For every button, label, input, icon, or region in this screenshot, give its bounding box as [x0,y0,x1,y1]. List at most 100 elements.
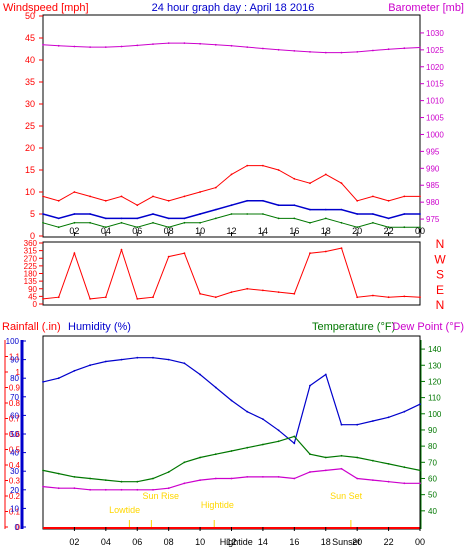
gust-point [403,195,406,198]
gust-point [199,191,202,193]
temperature-point [277,440,280,443]
wind-tick-label: 10 [25,187,35,197]
barometer-point [167,42,170,44]
temperature-point [120,480,123,483]
dewpoint-point [136,488,139,491]
gust-point [419,195,421,198]
gust-point [42,195,44,198]
temperature-point [42,469,44,472]
gust-point [324,173,327,176]
temperature-point [104,479,107,481]
barometer-point [73,45,76,48]
rain-tick-label: 0.2 [9,492,21,501]
wind-x-tick-label: 10 [195,226,205,236]
rain-x-ticks: 02 04 06 08 10 12 14 16 18 20 22 00 Hightide Sunset [69,527,425,547]
rain-ticks: 0 0.1 0.2 0.3 0.4 0.5 0.6 0.7 0.8 0.9 1 1.1 [5,353,21,532]
humidity-tick-label: 60 [10,411,19,420]
humidity-tick-label: 80 [10,374,19,383]
temperature-tick-label: 70 [428,458,437,467]
humidity-tick-label: 30 [10,467,19,476]
temperature-point [419,469,421,472]
average-point [183,217,186,220]
wind-x-tick-label: 14 [258,226,268,236]
wind-panel-frame [42,14,421,238]
barometer-tick-label: 980 [426,198,440,207]
temperature-axis-title: Temperature (°F) [312,321,395,333]
wind-tick-label: 50 [25,11,35,21]
temperature-tick-label: 40 [428,507,437,516]
lull-point [136,226,139,229]
lull-point [199,221,202,224]
dewpoint-point [262,476,264,478]
average-point [262,199,264,202]
gust-point [183,195,186,198]
barometer-point [230,44,233,47]
temperature-point [230,450,233,452]
barometer-point [120,45,123,48]
temperature-point [214,453,217,456]
gust-point [230,173,233,176]
gust-point [152,195,154,198]
wind-x-tick-label: 02 [69,226,79,236]
direction-point [57,296,60,299]
barometer-tick-label: 1000 [426,130,444,139]
direction-point [262,289,264,292]
humidity-point [42,381,44,383]
direction-point [89,298,91,300]
average-point [152,213,154,215]
humidity-ticks: 0 10 20 30 40 50 60 70 80 90 100 [6,337,26,532]
dewpoint-point [419,482,421,485]
lull-point [42,221,44,224]
wind-x-tick-label: 08 [164,226,174,236]
gust-point [387,199,390,202]
rain-x-tick-label: 12 [226,537,236,547]
wind-x-tick-label: 04 [101,226,111,236]
lull-point [57,226,60,229]
dewpoint-point [167,487,170,490]
humidity-tick-label: 100 [6,337,20,346]
temperature-tick-label: 120 [428,377,442,386]
rain-panel-frame [42,335,421,530]
dewpoint-point [246,476,249,478]
barometer-point [403,47,406,50]
lull-point [73,221,76,224]
gust-point [293,177,296,180]
average-point [277,204,280,207]
chart-title: 24 hour graph day : April 18 2016 [152,2,315,14]
gust-point [120,195,123,198]
rain-panel-series-layer [42,356,421,491]
average-point [340,208,343,211]
rain-x-tick-label: 20 [352,537,362,547]
humidity-point [57,377,60,380]
lull-point [277,217,280,220]
humidity-point [73,369,76,372]
lull-point [403,226,406,229]
average-point [403,213,406,215]
dewpoint-point [230,477,233,480]
temperature-point [403,466,406,469]
wind-tick-label: 45 [25,33,35,43]
direction-point [324,250,327,253]
direction-point [293,292,296,295]
lull-point [167,226,170,229]
barometer-point [340,51,343,54]
temperature-point [356,456,359,459]
gust-point [167,199,170,202]
humidity-point [167,358,170,361]
gust-point [356,199,359,202]
temperature-point [387,463,390,465]
wind-series-layer [42,42,421,229]
lull-point [372,221,374,224]
rain-x-tick-label: 22 [384,537,394,547]
average-point [293,204,296,207]
gust-point [262,164,264,167]
dewpoint-point [73,487,76,490]
barometer-point [57,44,60,47]
direction-point [152,296,154,299]
dewpoint-point [104,488,107,491]
lull-point [356,226,359,229]
barometer-tick-label: 1020 [426,63,444,72]
